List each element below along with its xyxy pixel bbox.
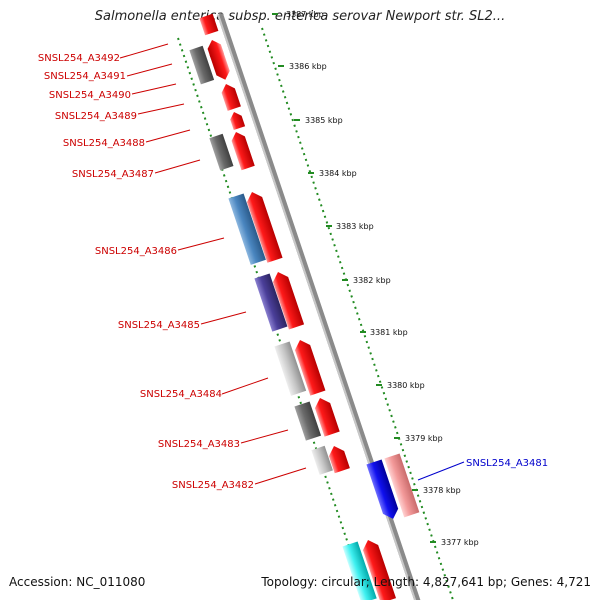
scale-tick: 3378 kbp: [412, 486, 461, 495]
gene-label-SNSL254_A3487[interactable]: SNSL254_A3487: [72, 159, 201, 180]
gene-block-forward[interactable]: [312, 395, 340, 437]
gene-label-SNSL254_A3486[interactable]: SNSL254_A3486: [95, 237, 225, 257]
scale-tick: 3383 kbp: [326, 222, 374, 231]
svg-text:SNSL254_A3491: SNSL254_A3491: [44, 71, 126, 82]
scale-ruler: 3387 kbp 3386 kbp 3385 kbp 3384 kbp 3383…: [272, 10, 479, 547]
scale-tick: 3384 kbp: [308, 169, 357, 178]
svg-text:3382 kbp: 3382 kbp: [353, 276, 391, 285]
gene-block-reverse[interactable]: [254, 273, 288, 332]
gene-block-reverse[interactable]: [294, 401, 322, 441]
scale-tick: 3377 kbp: [430, 538, 479, 547]
gene-label-SNSL254_A3484[interactable]: SNSL254_A3484: [140, 377, 269, 400]
svg-text:SNSL254_A3484: SNSL254_A3484: [140, 389, 222, 400]
ruler-right-track: [261, 27, 454, 600]
gene-block-SNSL254_A3481[interactable]: [366, 459, 400, 521]
gene-label-SNSL254_A3481[interactable]: SNSL254_A3481: [417, 458, 548, 481]
gene-block-reverse[interactable]: [228, 193, 266, 265]
scale-tick: 3380 kbp: [376, 381, 425, 390]
svg-text:SNSL254_A3492: SNSL254_A3492: [38, 53, 120, 64]
scale-tick: 3381 kbp: [360, 328, 408, 337]
gene-block-reverse[interactable]: [274, 341, 307, 396]
svg-text:3379 kbp: 3379 kbp: [405, 434, 443, 443]
gene-label-SNSL254_A3483[interactable]: SNSL254_A3483: [158, 429, 289, 450]
gene-block-forward[interactable]: [228, 110, 246, 131]
gene-block-reverse[interactable]: [209, 133, 234, 171]
svg-text:SNSL254_A3481: SNSL254_A3481: [466, 458, 548, 469]
scale-tick: 3385 kbp: [294, 116, 343, 125]
scale-tick: 3387 kbp: [272, 10, 324, 19]
svg-text:3386 kbp: 3386 kbp: [289, 62, 327, 71]
svg-text:SNSL254_A3486: SNSL254_A3486: [95, 246, 177, 257]
gene-label-SNSL254_A3490[interactable]: SNSL254_A3490: [49, 83, 177, 101]
gene-block-forward[interactable]: [244, 189, 283, 263]
svg-text:3381 kbp: 3381 kbp: [370, 328, 408, 337]
genome-summary: Topology: circular; Length: 4,827,641 bp…: [261, 575, 591, 589]
gene-block-reverse[interactable]: [189, 45, 215, 85]
svg-text:3378 kbp: 3378 kbp: [423, 486, 461, 495]
scale-tick: 3382 kbp: [342, 276, 391, 285]
gene-features: [189, 13, 420, 600]
svg-text:SNSL254_A3487: SNSL254_A3487: [72, 169, 154, 180]
svg-text:3387 kbp: 3387 kbp: [286, 10, 324, 19]
map-title: Salmonella enterica subsp. enterica sero…: [94, 9, 506, 24]
svg-text:SNSL254_A3482: SNSL254_A3482: [172, 480, 254, 491]
gene-block-reverse-cyan[interactable]: [342, 541, 377, 600]
gene-block-forward[interactable]: [326, 443, 350, 474]
svg-text:SNSL254_A3483: SNSL254_A3483: [158, 439, 240, 450]
svg-text:3383 kbp: 3383 kbp: [336, 222, 374, 231]
svg-text:3384 kbp: 3384 kbp: [319, 169, 357, 178]
gene-label-SNSL254_A3489[interactable]: SNSL254_A3489: [55, 103, 185, 122]
gene-label-SNSL254_A3485[interactable]: SNSL254_A3485: [118, 311, 247, 331]
gene-block-forward[interactable]: [292, 337, 326, 396]
gene-label-SNSL254_A3482[interactable]: SNSL254_A3482: [172, 467, 307, 491]
accession-label: Accession: NC_011080: [9, 575, 146, 589]
scale-tick: 3379 kbp: [394, 434, 443, 443]
svg-text:SNSL254_A3485: SNSL254_A3485: [118, 320, 200, 331]
gene-block-forward[interactable]: [209, 50, 232, 82]
gene-block-forward[interactable]: [360, 537, 396, 600]
gene-block-forward[interactable]: [229, 130, 255, 171]
gene-block-reverse[interactable]: [199, 13, 219, 36]
svg-text:SNSL254_A3489: SNSL254_A3489: [55, 111, 137, 122]
svg-text:3380 kbp: 3380 kbp: [387, 381, 425, 390]
gene-label-SNSL254_A3492[interactable]: SNSL254_A3492: [38, 43, 169, 64]
scale-tick: 3386 kbp: [278, 62, 327, 71]
gene-block-forward[interactable]: [219, 82, 241, 111]
svg-text:SNSL254_A3490: SNSL254_A3490: [49, 90, 131, 101]
gene-block-reverse[interactable]: [311, 445, 333, 475]
svg-text:3385 kbp: 3385 kbp: [305, 116, 343, 125]
gene-block-forward[interactable]: [270, 269, 305, 330]
svg-text:3377 kbp: 3377 kbp: [441, 538, 479, 547]
svg-text:SNSL254_A3488: SNSL254_A3488: [63, 138, 145, 149]
gene-label-SNSL254_A3491[interactable]: SNSL254_A3491: [44, 63, 173, 82]
genome-backbone: [217, 13, 421, 600]
gene-labels: SNSL254_A3492 SNSL254_A3491 SNSL254_A349…: [38, 43, 548, 491]
gene-block-forward-pink[interactable]: [384, 453, 420, 518]
gene-label-SNSL254_A3488[interactable]: SNSL254_A3488: [63, 129, 191, 149]
